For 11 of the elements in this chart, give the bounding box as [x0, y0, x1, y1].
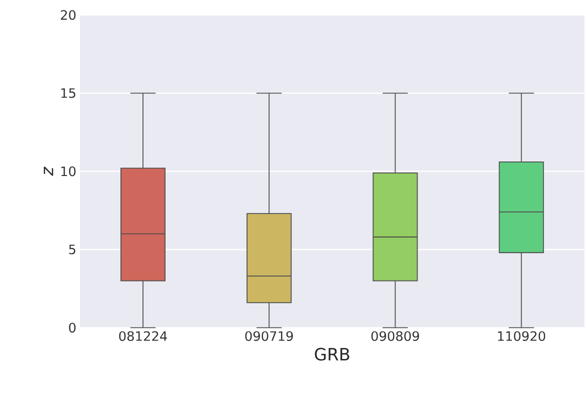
y-tick-label: 0 [69, 322, 76, 333]
x-tick-label: 081224 [119, 331, 167, 342]
x-axis-title: GRB [314, 348, 350, 361]
y-tick-label: 20 [60, 10, 76, 20]
y-tick-label: 5 [69, 244, 76, 255]
x-tick-label: 090719 [245, 331, 293, 342]
x-tick-label: 090809 [371, 331, 419, 342]
y-tick-label: 15 [61, 88, 76, 98]
y-tick-label: 10 [61, 166, 76, 176]
x-tick-label: 110920 [498, 331, 546, 342]
y-axis-title: z [44, 166, 54, 176]
